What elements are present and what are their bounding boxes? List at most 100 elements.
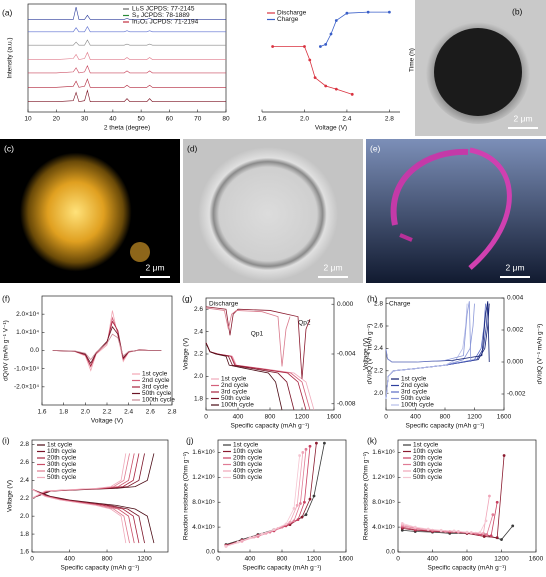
- data-point: [324, 43, 328, 46]
- y-axis-label: dQ/dV (mAh g⁻¹ V⁻¹): [3, 320, 10, 381]
- data-point: [272, 528, 276, 531]
- data-point: [491, 513, 495, 517]
- data-line: [28, 78, 226, 88]
- data-point: [439, 528, 443, 532]
- y-tick-label: 2.0: [20, 513, 29, 520]
- x-tick-label: 1200: [137, 556, 152, 563]
- x-tick-label: 1600: [327, 414, 342, 421]
- data-point: [236, 540, 240, 544]
- x-axis-label: Specific capacity (mAh g⁻¹): [243, 565, 322, 572]
- legend-label: 3rd cycle: [401, 389, 427, 396]
- scale-bar-label: 2 μm: [323, 262, 342, 272]
- data-line: [205, 307, 291, 367]
- data-line: [385, 301, 472, 363]
- x-tick-label: 800: [462, 556, 473, 563]
- y-tick-label: 0.0: [386, 549, 395, 556]
- legend-label: 1st cycle: [221, 376, 247, 383]
- x-tick-label: 0: [216, 556, 220, 563]
- data-line: [385, 303, 468, 399]
- data-point: [299, 502, 302, 505]
- x-tick-label: 400: [233, 414, 244, 421]
- data-point: [324, 84, 328, 88]
- y-axis-label: Voltage (V): [7, 480, 14, 512]
- data-line: [31, 488, 130, 544]
- x-tick-label: 2.8: [385, 116, 394, 123]
- legend-label: 10th cycle: [413, 448, 443, 455]
- 3d-reconstruction: 2 μm (e): [366, 139, 546, 283]
- y-tick-label: 8.0×10⁵: [372, 499, 395, 506]
- x-tick-label: 800: [277, 556, 288, 563]
- x-tick-label: 30: [81, 116, 89, 123]
- legend-label: 30th cycle: [47, 461, 77, 468]
- data-point: [334, 87, 338, 91]
- scale-bar-label: 2 μm: [505, 262, 524, 272]
- data-line: [28, 89, 226, 103]
- data-point: [350, 92, 354, 96]
- data-line: [402, 514, 494, 536]
- data-line: [31, 453, 127, 499]
- x-axis-label: Voltage (V): [91, 418, 123, 425]
- y-tick-label: -0.002: [507, 391, 526, 398]
- data-point: [329, 32, 333, 36]
- x-tick-label: 1200: [467, 414, 482, 421]
- y-tick-label: 2.0×10⁴: [16, 311, 39, 318]
- y2-axis-label: dV/dQ (V⁻¹ mAh g⁻¹): [367, 324, 374, 385]
- x-tick-label: 2.0: [81, 409, 90, 416]
- data-point: [482, 535, 486, 538]
- data-point: [292, 519, 296, 523]
- plot-frame: [27, 3, 227, 113]
- panel-label: (i): [2, 435, 10, 445]
- y-tick-label: 0.002: [507, 327, 524, 334]
- y-tick-label: 2.6: [194, 306, 203, 313]
- data-point: [478, 531, 482, 535]
- data-point: [318, 45, 322, 48]
- data-point: [308, 497, 312, 501]
- data-point: [295, 503, 299, 507]
- x-tick-label: 2.6: [146, 409, 155, 416]
- x-axis-label: Specific capacity (mAh g⁻¹): [61, 565, 140, 572]
- panel-label: (c): [4, 143, 14, 153]
- legend-label: 10th cycle: [233, 448, 263, 455]
- y-tick-label: -2.0×10⁴: [14, 384, 39, 391]
- x-tick-label: 1.6: [257, 116, 266, 123]
- x-tick-label: 400: [245, 556, 256, 563]
- y-tick-label: 2.2: [194, 351, 203, 358]
- legend-label: 2nd cycle: [401, 382, 429, 389]
- annotation: Qp2: [298, 319, 311, 326]
- y-axis-label: Voltage (V): [363, 338, 370, 370]
- x-tick-label: 1600: [497, 414, 512, 421]
- legend-label: 2nd cycle: [221, 382, 249, 389]
- data-point: [301, 451, 305, 454]
- x-tick-label: 800: [265, 414, 276, 421]
- x-tick-label: 70: [194, 116, 202, 123]
- x-tick-label: 1200: [307, 556, 322, 563]
- panel-label: (h): [367, 293, 378, 303]
- y-axis-label: Intensity (a.u.): [7, 37, 14, 78]
- legend-label: 1st cycle: [233, 442, 259, 449]
- data-line: [402, 520, 487, 534]
- y-tick-label: -0.004: [337, 351, 356, 358]
- panel-label: (a): [2, 7, 13, 17]
- y-tick-label: 1.2×10⁶: [192, 474, 215, 481]
- data-point: [366, 10, 370, 14]
- data-point: [485, 533, 489, 536]
- y-tick-label: -1.0×10⁴: [14, 365, 39, 372]
- y-tick-label: 2.2: [20, 495, 29, 502]
- data-point: [426, 527, 430, 531]
- data-point: [271, 45, 275, 48]
- data-point: [334, 19, 338, 22]
- data-line: [31, 488, 127, 544]
- y-tick-label: 2.2: [374, 368, 383, 375]
- x-tick-label: 40: [109, 116, 117, 123]
- legend-label: 40th cycle: [413, 468, 443, 475]
- panel-label: (e): [370, 143, 381, 153]
- legend-label: 50th cycle: [413, 474, 443, 481]
- data-point: [304, 513, 308, 517]
- x-tick-label: 1200: [494, 556, 509, 563]
- x-tick-label: 1600: [529, 556, 544, 563]
- y-tick-label: 1.8: [20, 531, 29, 538]
- y-tick-label: 2.4: [20, 477, 29, 484]
- data-point: [308, 444, 312, 448]
- x-axis-label: Specific capacity (mAh g⁻¹): [406, 423, 485, 430]
- y-tick-label: 4.0×10⁵: [192, 524, 215, 531]
